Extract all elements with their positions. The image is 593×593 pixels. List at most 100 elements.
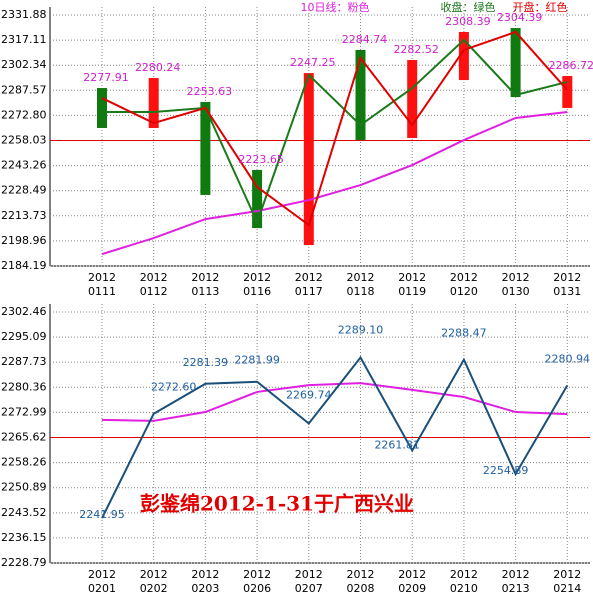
x-tick-label: 0117	[295, 285, 323, 298]
bar	[200, 101, 211, 195]
x-tick-label: 0119	[398, 285, 426, 298]
y-tick-label: 2331.88	[1, 8, 47, 21]
bar	[458, 31, 469, 81]
x-tick-label: 2012	[243, 271, 271, 284]
y-tick-label: 2302.46	[1, 305, 47, 318]
y-tick-label: 2287.73	[1, 355, 47, 368]
y-tick-label: 2228.49	[1, 184, 47, 197]
data-label: 2281.39	[183, 356, 229, 369]
y-tick-label: 2272.80	[1, 108, 47, 121]
data-label: 2286.72	[549, 59, 593, 72]
x-tick-label: 2012	[502, 271, 530, 284]
x-tick-label: 0213	[502, 582, 530, 593]
x-tick-label: 0201	[88, 582, 116, 593]
y-tick-label: 2213.73	[1, 209, 47, 222]
x-tick-label: 2012	[347, 568, 375, 581]
series-line	[102, 38, 568, 225]
bar	[510, 28, 521, 98]
series-line	[101, 30, 569, 227]
data-label: 2288.47	[441, 327, 487, 340]
x-tick-label: 0130	[502, 285, 530, 298]
bar	[355, 49, 366, 141]
x-tick-label: 0214	[553, 582, 581, 593]
x-tick-label: 2012	[243, 568, 271, 581]
data-label: 2269.74	[286, 388, 332, 401]
data-label: 2223.65	[238, 153, 284, 166]
x-tick-label: 2012	[450, 271, 478, 284]
legend-entry: 开盘：红色	[513, 0, 568, 14]
x-tick-label: 2012	[398, 568, 426, 581]
data-label: 2280.94	[545, 352, 591, 365]
x-tick-label: 0210	[450, 582, 478, 593]
bar	[562, 75, 573, 108]
bar	[97, 88, 107, 128]
x-tick-label: 0113	[191, 285, 219, 298]
x-tick-label: 2012	[88, 271, 116, 284]
annotation: 彭鉴绵2012-1-31于广西兴业	[140, 492, 414, 516]
x-tick-label: 0208	[347, 582, 375, 593]
x-tick-label: 2012	[295, 568, 323, 581]
data-label: 2284.74	[342, 33, 388, 46]
y-tick-label: 2280.36	[1, 380, 47, 393]
y-tick-label: 2302.34	[1, 58, 47, 71]
data-label: 2254.89	[483, 464, 529, 477]
data-label: 2308.39	[445, 15, 491, 28]
y-tick-label: 2236.15	[1, 531, 47, 544]
x-tick-label: 0118	[347, 285, 375, 298]
x-tick-label: 2012	[347, 271, 375, 284]
series-line	[101, 111, 568, 256]
y-tick-label: 2258.26	[1, 456, 47, 469]
data-label: 2304.39	[497, 11, 543, 24]
x-tick-label: 0203	[191, 582, 219, 593]
data-label: 2241.95	[79, 508, 125, 521]
data-label: 2272.60	[151, 381, 197, 394]
x-tick-label: 0209	[398, 582, 426, 593]
data-label: 2282.52	[393, 43, 439, 56]
legend-entry: 10日线：粉色	[301, 0, 370, 14]
x-tick-label: 2012	[191, 568, 219, 581]
y-tick-label: 2317.11	[1, 33, 47, 46]
y-tick-label: 2250.89	[1, 481, 47, 494]
y-tick-label: 2295.09	[1, 330, 47, 343]
data-label: 2247.25	[290, 56, 336, 69]
x-tick-label: 0116	[243, 285, 271, 298]
x-tick-label: 0207	[295, 582, 323, 593]
data-label: 2253.63	[187, 85, 233, 98]
x-tick-label: 2012	[295, 271, 323, 284]
y-tick-label: 2258.03	[1, 134, 47, 147]
bar	[148, 78, 159, 128]
x-tick-label: 0112	[140, 285, 168, 298]
x-tick-label: 0131	[553, 285, 581, 298]
x-tick-label: 2012	[140, 271, 168, 284]
x-tick-label: 2012	[140, 568, 168, 581]
x-tick-label: 0202	[140, 582, 168, 593]
x-tick-label: 0120	[450, 285, 478, 298]
x-tick-label: 2012	[398, 271, 426, 284]
y-tick-label: 2287.57	[1, 83, 47, 96]
bar	[303, 73, 314, 246]
y-tick-label: 2243.26	[1, 159, 47, 172]
y-tick-label: 2228.79	[1, 556, 47, 569]
y-tick-label: 2184.19	[1, 259, 47, 272]
series-line	[101, 355, 569, 519]
x-tick-label: 2012	[502, 568, 530, 581]
x-tick-label: 2012	[553, 271, 581, 284]
data-label: 2289.10	[338, 324, 384, 337]
data-label: 2277.91	[83, 71, 129, 84]
bar	[407, 60, 418, 139]
x-tick-label: 2012	[191, 271, 219, 284]
legend-entry: 收盘：绿色	[441, 0, 496, 14]
x-tick-label: 0206	[243, 582, 271, 593]
x-tick-label: 2012	[88, 568, 116, 581]
y-tick-label: 2198.96	[1, 234, 47, 247]
data-label: 2280.24	[135, 61, 181, 74]
series-line	[101, 382, 568, 422]
data-label: 2281.99	[234, 354, 280, 367]
x-tick-label: 2012	[553, 568, 581, 581]
y-tick-label: 2272.99	[1, 405, 47, 418]
x-tick-label: 0111	[88, 285, 116, 298]
bar	[252, 169, 263, 229]
y-tick-label: 2265.62	[1, 431, 47, 444]
data-label: 2261.81	[374, 438, 420, 451]
